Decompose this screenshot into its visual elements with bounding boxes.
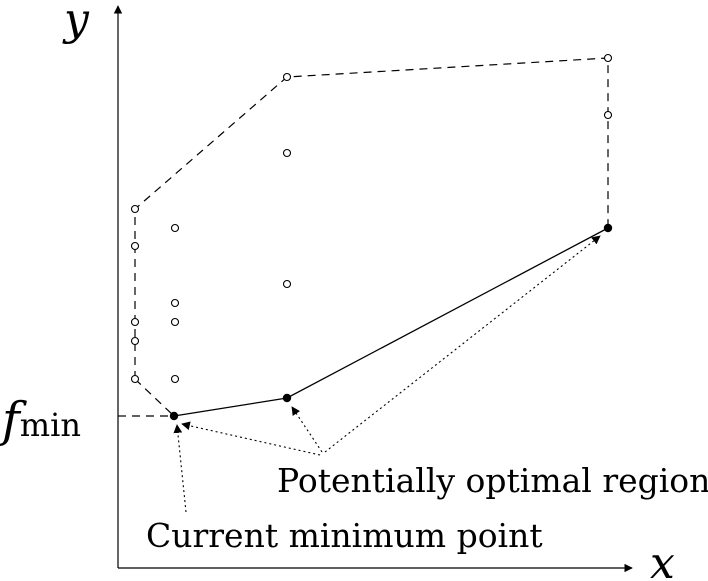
lower-hull-solid (173, 227, 609, 417)
open-point (130, 204, 140, 214)
fmin-label: fmin (0, 392, 81, 448)
annotation-arrows (173, 235, 601, 513)
potentially-optimal-label: Potentially optimal regions (277, 461, 708, 500)
current-minimum-label: Current minimum point (146, 516, 543, 555)
fmin-subscript: min (20, 406, 81, 444)
open-points (130, 53, 613, 384)
lower-left-dashed (134, 378, 175, 417)
open-point (603, 53, 613, 63)
filled-points (169, 223, 613, 421)
x-axis-label: x (650, 538, 675, 581)
optimal-point (603, 223, 613, 233)
minimum-point (169, 411, 179, 421)
optimal-point (282, 393, 292, 403)
open-point (282, 72, 292, 82)
open-point (130, 317, 140, 327)
open-point (130, 241, 140, 251)
open-point (170, 223, 180, 233)
open-point (603, 110, 613, 120)
arrow-to-minimum-region (181, 421, 321, 456)
open-point (130, 374, 140, 384)
open-point (282, 148, 292, 158)
upper-hull-dashed (134, 57, 609, 379)
arrow-to-right-region (324, 235, 601, 453)
y-axis-label: y (62, 0, 90, 45)
open-point (170, 317, 180, 327)
open-point (170, 298, 180, 308)
arrow-current-minimum (173, 424, 187, 513)
open-point (170, 374, 180, 384)
arrow-to-middle-region (291, 406, 323, 453)
open-point (130, 336, 140, 346)
open-point (282, 279, 292, 289)
